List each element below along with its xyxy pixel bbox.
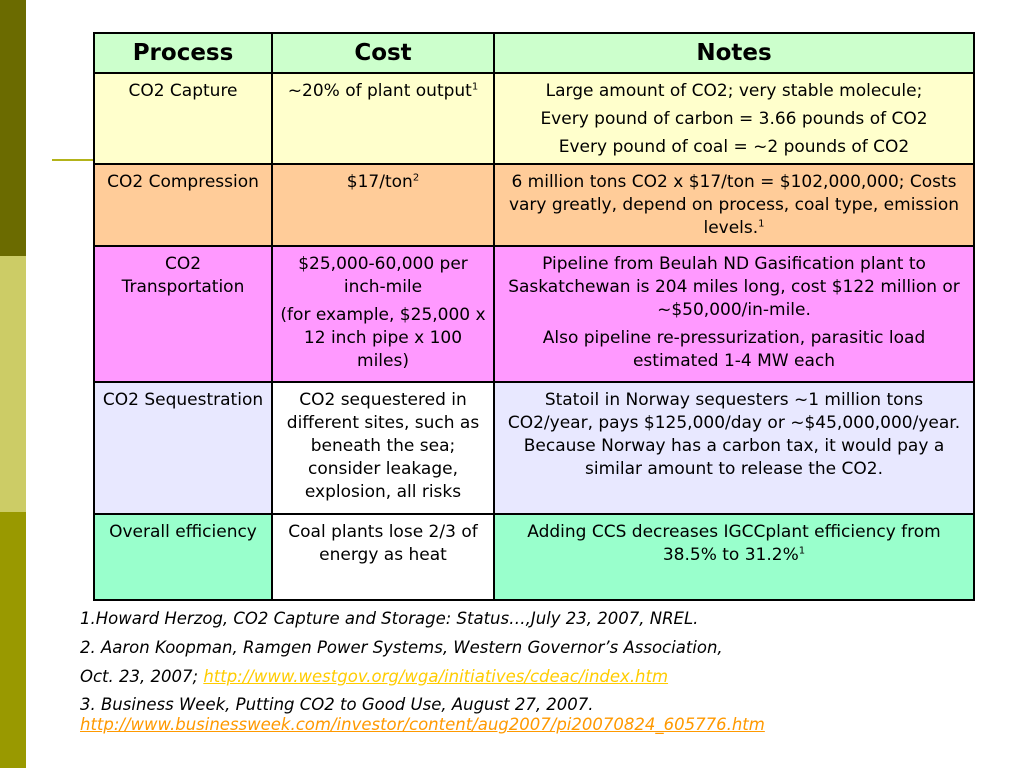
notes-cell: 6 million tons CO2 x $17/ton = $102,000,…: [493, 163, 975, 247]
cost-cell: ~20% of plant output1: [271, 72, 495, 165]
note-line: Every pound of carbon = 3.66 pounds of C…: [540, 109, 928, 129]
cost-cell: $25,000-60,000 per inch-mile (for exampl…: [271, 245, 495, 383]
footnote-marker: 1: [471, 81, 479, 93]
cost-cell: Coal plants lose 2/3 of energy as heat: [271, 513, 495, 601]
cost-line: $25,000-60,000 per inch-mile: [298, 254, 468, 297]
table-row: CO2 Capture ~20% of plant output1 Large …: [93, 72, 975, 165]
process-cell: Overall efficiency: [93, 513, 273, 601]
cost-line: (for example, $25,000 x 12 inch pipe x 1…: [280, 305, 486, 371]
cost-cell: CO2 sequestered in different sites, such…: [271, 381, 495, 515]
decor-bar-bottom: [0, 512, 26, 768]
note-line: Also pipeline re-pressurization, parasit…: [542, 328, 926, 371]
reference-1: 1.Howard Herzog, CO2 Capture and Storage…: [80, 609, 699, 628]
header-notes: Notes: [493, 32, 975, 74]
notes-cell: Statoil in Norway sequesters ~1 million …: [493, 381, 975, 515]
process-cell: CO2 Transportation: [93, 245, 273, 383]
reference-2-link[interactable]: http://www.westgov.org/wga/initiatives/c…: [203, 667, 669, 686]
notes-cell: Adding CCS decreases IGCCplant efficienc…: [493, 513, 975, 601]
note-line: Large amount of CO2; very stable molecul…: [545, 81, 923, 101]
table-row: CO2 Sequestration CO2 sequestered in dif…: [93, 381, 975, 515]
reference-3: 3. Business Week, Putting CO2 to Good Us…: [80, 695, 1010, 735]
reference-3-link[interactable]: http://www.businessweek.com/investor/con…: [80, 715, 765, 734]
notes-cell: Pipeline from Beulah ND Gasification pla…: [493, 245, 975, 383]
footnote-marker: 1: [758, 218, 765, 230]
decor-line: [52, 159, 96, 161]
process-cell: CO2 Sequestration: [93, 381, 273, 515]
notes-cell: Large amount of CO2; very stable molecul…: [493, 72, 975, 165]
cost-text: $17/ton: [346, 172, 413, 192]
table-row: Overall efficiency Coal plants lose 2/3 …: [93, 513, 975, 601]
table-row: CO2 Transportation $25,000-60,000 per in…: [93, 245, 975, 383]
header-process: Process: [93, 32, 273, 74]
header-cost: Cost: [271, 32, 495, 74]
process-cell: CO2 Capture: [93, 72, 273, 165]
footnote-marker: 1: [798, 545, 806, 557]
cost-cell: $17/ton2: [271, 163, 495, 247]
header-row: Process Cost Notes: [93, 32, 975, 74]
note-text: 6 million tons CO2 x $17/ton = $102,000,…: [508, 172, 960, 238]
cost-text: ~20% of plant output: [287, 81, 472, 101]
reference-2: 2. Aaron Koopman, Ramgen Power Systems, …: [80, 638, 723, 657]
decor-bar-middle: [0, 256, 26, 512]
table-row: CO2 Compression $17/ton2 6 million tons …: [93, 163, 975, 247]
note-line: Every pound of coal = ~2 pounds of CO2: [558, 137, 910, 157]
note-text: Adding CCS decreases IGCCplant efficienc…: [527, 522, 941, 565]
references: 1.Howard Herzog, CO2 Capture and Storage…: [80, 604, 1010, 735]
reference-2-continued: Oct. 23, 2007; http://www.westgov.org/wg…: [80, 662, 1010, 691]
reference-2-date: Oct. 23, 2007;: [80, 667, 204, 686]
decor-bar-top: [0, 0, 26, 256]
note-line: Pipeline from Beulah ND Gasification pla…: [508, 254, 960, 320]
process-cell: CO2 Compression: [93, 163, 273, 247]
ccs-cost-table: Process Cost Notes CO2 Capture ~20% of p…: [93, 32, 975, 601]
footnote-marker: 2: [412, 172, 420, 184]
reference-3-text: 3. Business Week, Putting CO2 to Good Us…: [80, 695, 594, 714]
